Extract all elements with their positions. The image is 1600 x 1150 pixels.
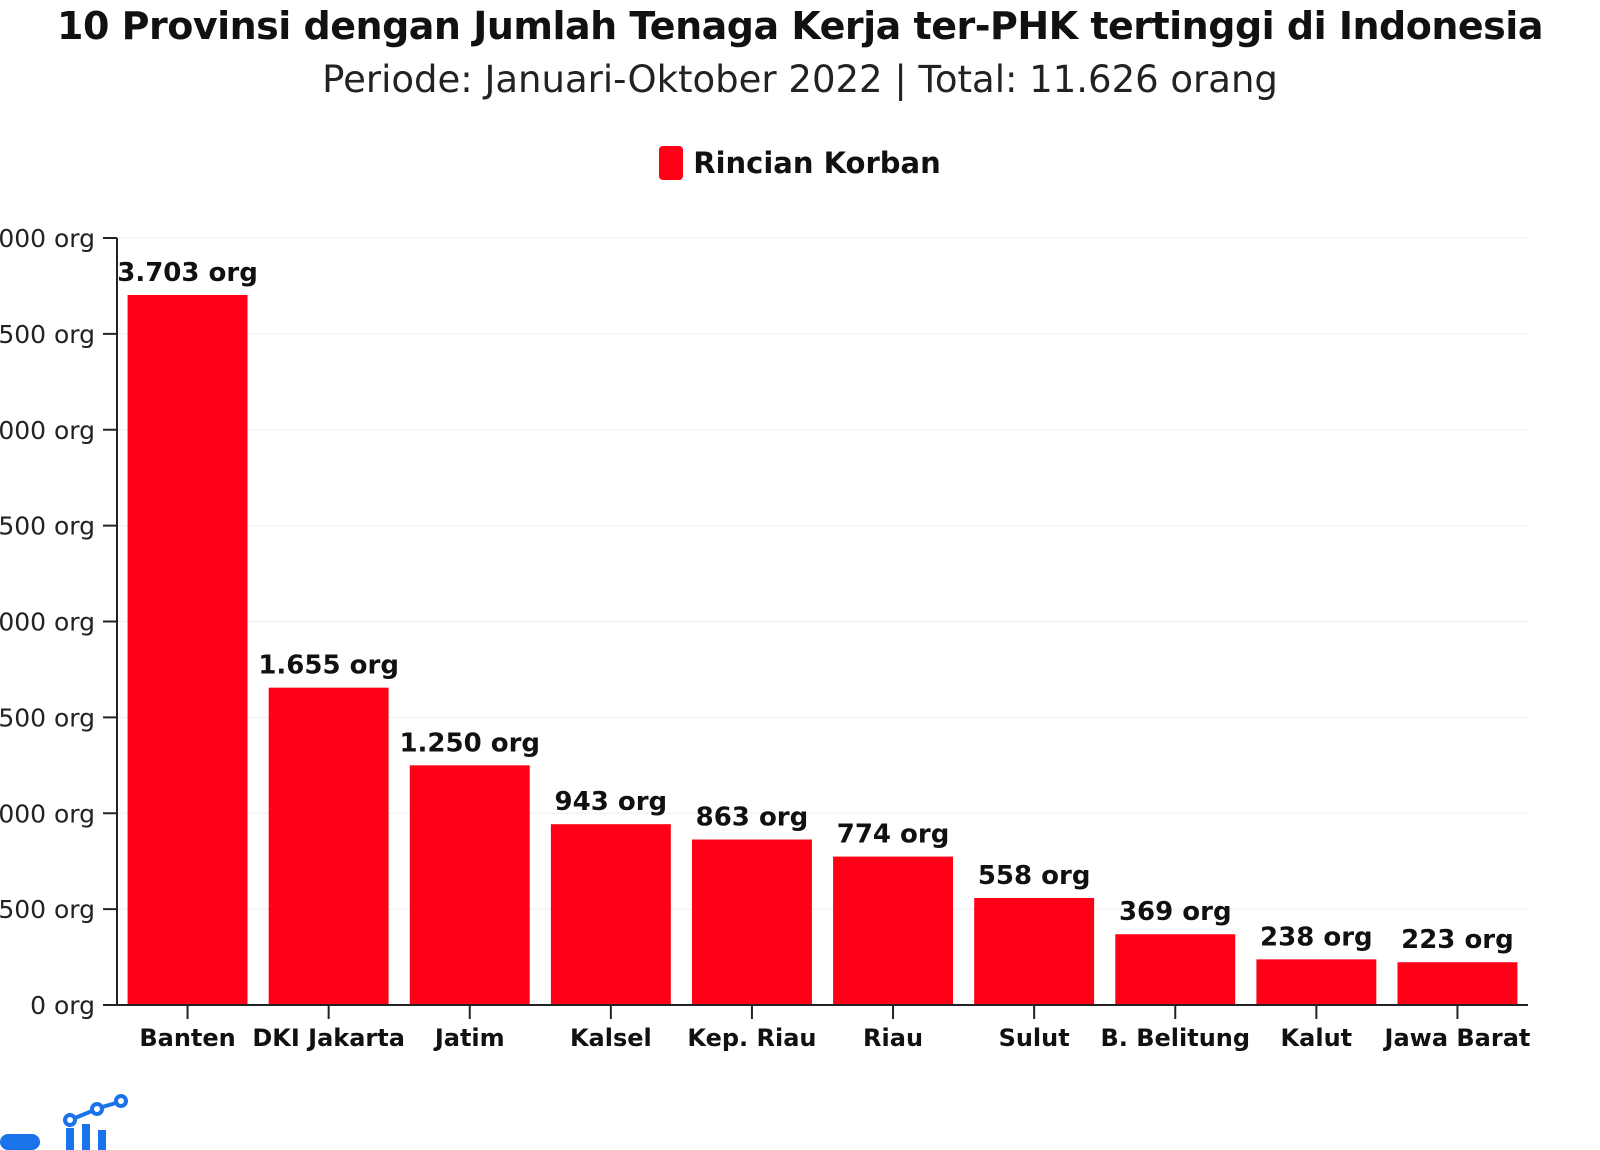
data-label: 1.250 org [399, 728, 540, 758]
x-tick-label: Jatim [433, 1024, 505, 1052]
data-label: 558 org [978, 861, 1091, 891]
bar [1397, 962, 1518, 1005]
bars [127, 294, 1518, 1006]
x-tick-label: Jawa Barat [1383, 1024, 1531, 1052]
data-label: 774 org [837, 820, 950, 850]
y-tick-label: 2.000 org [0, 608, 95, 637]
bar [691, 839, 812, 1005]
bar [127, 294, 248, 1006]
data-label: 1.655 org [258, 651, 399, 681]
chart-subtitle: Periode: Januari-Oktober 2022 | Total: 1… [322, 58, 1278, 101]
x-tick-label: Sulut [999, 1024, 1070, 1052]
labels: 3.703 org Banten 1.655 org DKI Jakarta 1.250… [117, 258, 1530, 1052]
y-tick-label: 500 org [0, 895, 95, 924]
bar [409, 765, 530, 1005]
bar [833, 856, 954, 1005]
bar [268, 687, 389, 1005]
x-tick-label: Banten [139, 1024, 235, 1052]
bar [974, 898, 1095, 1005]
y-tick-label: 3.000 org [0, 416, 95, 445]
x-tick-label: Kalut [1281, 1024, 1353, 1052]
y-tick-label: 1.500 org [0, 703, 95, 732]
axes: 0 org 500 org 1.000 org 1.500 org 2.000 org 2… [0, 224, 1528, 1020]
logo-icon [0, 1094, 128, 1150]
data-label: 3.703 org [117, 258, 258, 288]
data-label: 943 org [555, 787, 668, 817]
data-label: 238 org [1260, 922, 1373, 952]
y-tick-label: 2.500 org [0, 512, 95, 541]
bar [1115, 934, 1236, 1005]
bar [1256, 959, 1377, 1005]
legend-label: Rincian Korban [693, 146, 941, 180]
data-label: 223 org [1401, 925, 1514, 955]
y-tick-label: 1.000 org [0, 799, 95, 828]
data-label: 369 org [1119, 897, 1232, 927]
chart-title: 10 Provinsi dengan Jumlah Tenaga Kerja t… [57, 4, 1543, 48]
y-tick-label: 0 org [30, 991, 95, 1020]
bar [550, 824, 671, 1005]
x-tick-label: DKI Jakarta [252, 1024, 405, 1052]
y-tick-label: 4.000 org [0, 224, 95, 253]
x-tick-label: B. Belitung [1100, 1024, 1250, 1052]
x-tick-label: Kep. Riau [687, 1024, 816, 1052]
y-tick-label: 3.500 org [0, 320, 95, 349]
x-tick-label: Kalsel [570, 1024, 652, 1052]
data-label: 863 org [696, 803, 809, 833]
chart-legend: Rincian Korban [0, 146, 1600, 180]
legend-swatch [659, 146, 684, 180]
x-tick-label: Riau [863, 1024, 923, 1052]
